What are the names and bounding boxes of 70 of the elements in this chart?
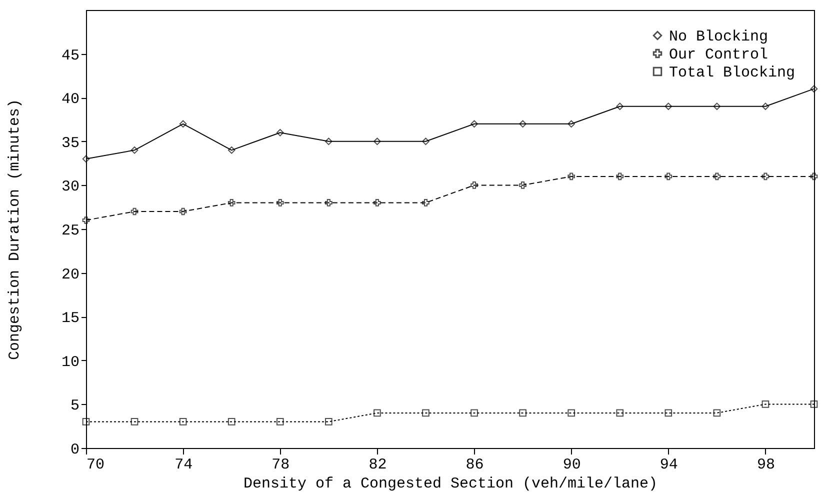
point bbox=[519, 120, 526, 128]
legend-label: No Blocking bbox=[669, 28, 768, 46]
point bbox=[228, 199, 236, 206]
point bbox=[325, 138, 332, 146]
point bbox=[810, 172, 818, 180]
x-tick-label: 82 bbox=[368, 456, 387, 474]
legend-label: Total Blocking bbox=[669, 64, 796, 82]
point bbox=[762, 400, 770, 408]
point bbox=[422, 199, 430, 206]
x-axis-title: Density of a Congested Section (veh/mile/lane) bbox=[243, 476, 658, 492]
point bbox=[470, 409, 478, 417]
point bbox=[276, 199, 284, 206]
point bbox=[228, 418, 236, 426]
y-axis-title: Congestion Duration (minutes) bbox=[6, 98, 24, 360]
point bbox=[470, 120, 478, 128]
point bbox=[179, 418, 187, 426]
y-tick-label: 20 bbox=[61, 266, 80, 284]
point bbox=[762, 172, 770, 180]
legend-label: Our Control bbox=[669, 46, 768, 64]
y-tick-label: 25 bbox=[61, 222, 80, 240]
x-tick-label: 86 bbox=[466, 456, 484, 474]
point bbox=[374, 199, 381, 206]
y-tick-label: 35 bbox=[61, 134, 80, 152]
point bbox=[762, 102, 770, 110]
point bbox=[82, 216, 90, 224]
point bbox=[616, 102, 624, 110]
point bbox=[276, 418, 284, 426]
y-tick-label: 40 bbox=[61, 91, 80, 108]
point bbox=[713, 409, 721, 417]
x-tick-label: 78 bbox=[272, 456, 290, 474]
point bbox=[713, 172, 721, 180]
y-tick-label: 0 bbox=[70, 442, 80, 458]
point bbox=[519, 409, 526, 417]
point bbox=[470, 182, 478, 189]
y-tick-label: 15 bbox=[61, 310, 80, 328]
point bbox=[664, 172, 672, 180]
point bbox=[422, 409, 430, 417]
x-tick-label: 98 bbox=[756, 456, 775, 474]
point bbox=[616, 172, 624, 180]
point bbox=[374, 138, 381, 146]
point bbox=[810, 400, 818, 408]
point bbox=[179, 120, 187, 128]
point bbox=[276, 128, 284, 136]
point bbox=[568, 172, 575, 180]
y-tick-label: 5 bbox=[70, 398, 80, 415]
point bbox=[810, 85, 818, 92]
point bbox=[130, 146, 138, 154]
point bbox=[374, 409, 381, 417]
point bbox=[82, 418, 90, 426]
point bbox=[713, 102, 721, 110]
point bbox=[228, 146, 236, 154]
y-tick-label: 10 bbox=[61, 354, 80, 371]
x-tick-label: 74 bbox=[174, 456, 193, 474]
point bbox=[130, 418, 138, 426]
point bbox=[325, 418, 332, 426]
point bbox=[179, 208, 187, 216]
x-tick-label: 70 bbox=[86, 456, 105, 474]
x-tick-label: 90 bbox=[562, 456, 581, 474]
y-tick-label: 45 bbox=[61, 47, 80, 64]
point bbox=[664, 102, 672, 110]
point bbox=[130, 208, 138, 216]
point bbox=[616, 409, 624, 417]
point bbox=[568, 120, 575, 128]
point bbox=[664, 409, 672, 417]
point bbox=[568, 409, 575, 417]
x-tick-label: 94 bbox=[660, 456, 678, 474]
y-tick-label: 30 bbox=[61, 178, 80, 196]
point bbox=[519, 182, 526, 189]
point bbox=[325, 199, 332, 206]
point bbox=[422, 138, 430, 146]
